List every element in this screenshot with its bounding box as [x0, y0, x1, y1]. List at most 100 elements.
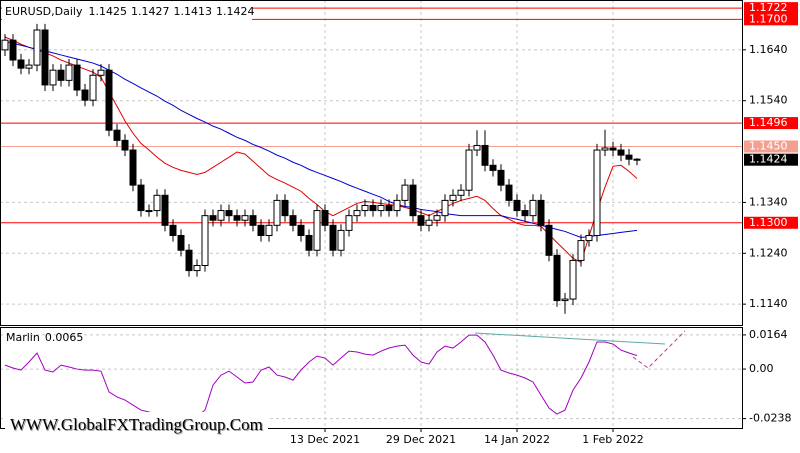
- candle-body: [457, 189, 465, 196]
- candle-body: [353, 210, 361, 217]
- candle-body: [89, 74, 97, 101]
- candle-body: [241, 215, 249, 221]
- indicator-line: [4, 334, 638, 421]
- candle-body: [433, 215, 441, 221]
- y-tick-label: 1.1340: [749, 195, 788, 208]
- watermark-bg: [5, 412, 268, 440]
- candle-body: [377, 204, 385, 212]
- candle-body: [313, 210, 321, 251]
- candle-body: [321, 210, 329, 226]
- candle-body: [209, 215, 217, 221]
- symbol: EURUSD,Daily: [5, 5, 83, 18]
- candle-body: [49, 69, 57, 86]
- x-tick-label: 14 Jan 2022: [484, 433, 550, 446]
- candle-body: [137, 184, 145, 212]
- candle-body: [425, 219, 433, 226]
- level-label-box: [744, 13, 798, 26]
- candle-body: [561, 298, 569, 302]
- level-label-box: [744, 117, 798, 130]
- main-frame: [0, 0, 743, 326]
- candle-body: [233, 215, 241, 221]
- candle-body: [553, 254, 561, 302]
- candle-body: [337, 229, 345, 251]
- y-tick-label: 1.1240: [749, 246, 788, 259]
- candle-body: [529, 199, 537, 217]
- watermark: WWW.GlobalFXTradingGroup.Com: [10, 415, 263, 434]
- level-label: 1.1700: [749, 12, 788, 25]
- y-tick-label: 1.1140: [749, 297, 788, 310]
- level-label-box: [744, 216, 798, 229]
- x-tick-label: 29 Dec 2021: [386, 433, 456, 446]
- candle-body: [145, 210, 153, 213]
- y-tick-label: 1.1640: [749, 43, 788, 56]
- candle-body: [65, 64, 73, 81]
- candle-body: [361, 204, 369, 212]
- candle-body: [609, 147, 617, 151]
- price-label: 1.1424: [749, 153, 788, 166]
- indicator-label: Marlin 0.0065: [6, 331, 83, 344]
- candle-body: [625, 154, 633, 160]
- candle-body: [473, 144, 481, 151]
- indicator-trendline: [474, 332, 666, 345]
- indicator-name: Marlin: [6, 331, 40, 344]
- candle-body: [41, 29, 49, 86]
- candle-body: [401, 184, 409, 201]
- header-bg: [2, 2, 252, 22]
- candle-body: [329, 224, 337, 251]
- candle-body: [617, 149, 625, 156]
- candle-body: [289, 215, 297, 226]
- candle-body: [17, 59, 25, 69]
- candle-body: [521, 210, 529, 217]
- candle-body: [505, 184, 513, 201]
- candle-body: [537, 199, 545, 226]
- candle-body: [393, 199, 401, 212]
- candle-body: [489, 164, 497, 171]
- candle-body: [465, 149, 473, 191]
- candle-body: [177, 234, 185, 251]
- candle-body: [601, 147, 609, 151]
- candle-body: [169, 224, 177, 236]
- candle-body: [345, 215, 353, 231]
- level-label-box: [744, 140, 798, 153]
- candle-body: [449, 194, 457, 201]
- candle-body: [73, 64, 81, 91]
- candle-body: [513, 199, 521, 212]
- candle-body: [417, 215, 425, 226]
- candle-body: [297, 224, 305, 236]
- candle-body: [129, 149, 137, 186]
- candle-body: [113, 129, 121, 141]
- level-label-box: [744, 2, 798, 15]
- candle-body: [161, 194, 169, 226]
- last-low: 1.1413: [173, 5, 212, 18]
- candle-body: [569, 259, 577, 300]
- x-tick-label: 13 Dec 2021: [290, 433, 360, 446]
- y-tick-label: 0.00: [749, 362, 774, 375]
- candle-body: [185, 249, 193, 272]
- candle-body: [57, 69, 65, 81]
- candle-body: [305, 234, 313, 251]
- candle-body: [249, 215, 257, 226]
- level-label: 1.1450: [749, 139, 788, 152]
- y-tick-label: -0.0238: [749, 412, 791, 425]
- candle-body: [33, 29, 41, 66]
- candle-body: [25, 64, 33, 69]
- candle-body: [281, 199, 289, 217]
- candle-body: [201, 215, 209, 266]
- indicator-value: 0.0065: [45, 331, 84, 344]
- candle-body: [497, 169, 505, 186]
- candle-body: [225, 210, 233, 217]
- level-label: 1.1496: [749, 116, 788, 129]
- candle-body: [385, 204, 393, 212]
- candle-body: [81, 89, 89, 101]
- y-tick-label: 1.1540: [749, 94, 788, 107]
- candle-body: [545, 224, 553, 256]
- watermark-shadow: WWW.GlobalFXTradingGroup.Com: [11, 416, 264, 435]
- candle-body: [577, 240, 585, 261]
- candle-body: [273, 199, 281, 226]
- candle-body: [97, 69, 105, 76]
- candle-body: [217, 210, 225, 221]
